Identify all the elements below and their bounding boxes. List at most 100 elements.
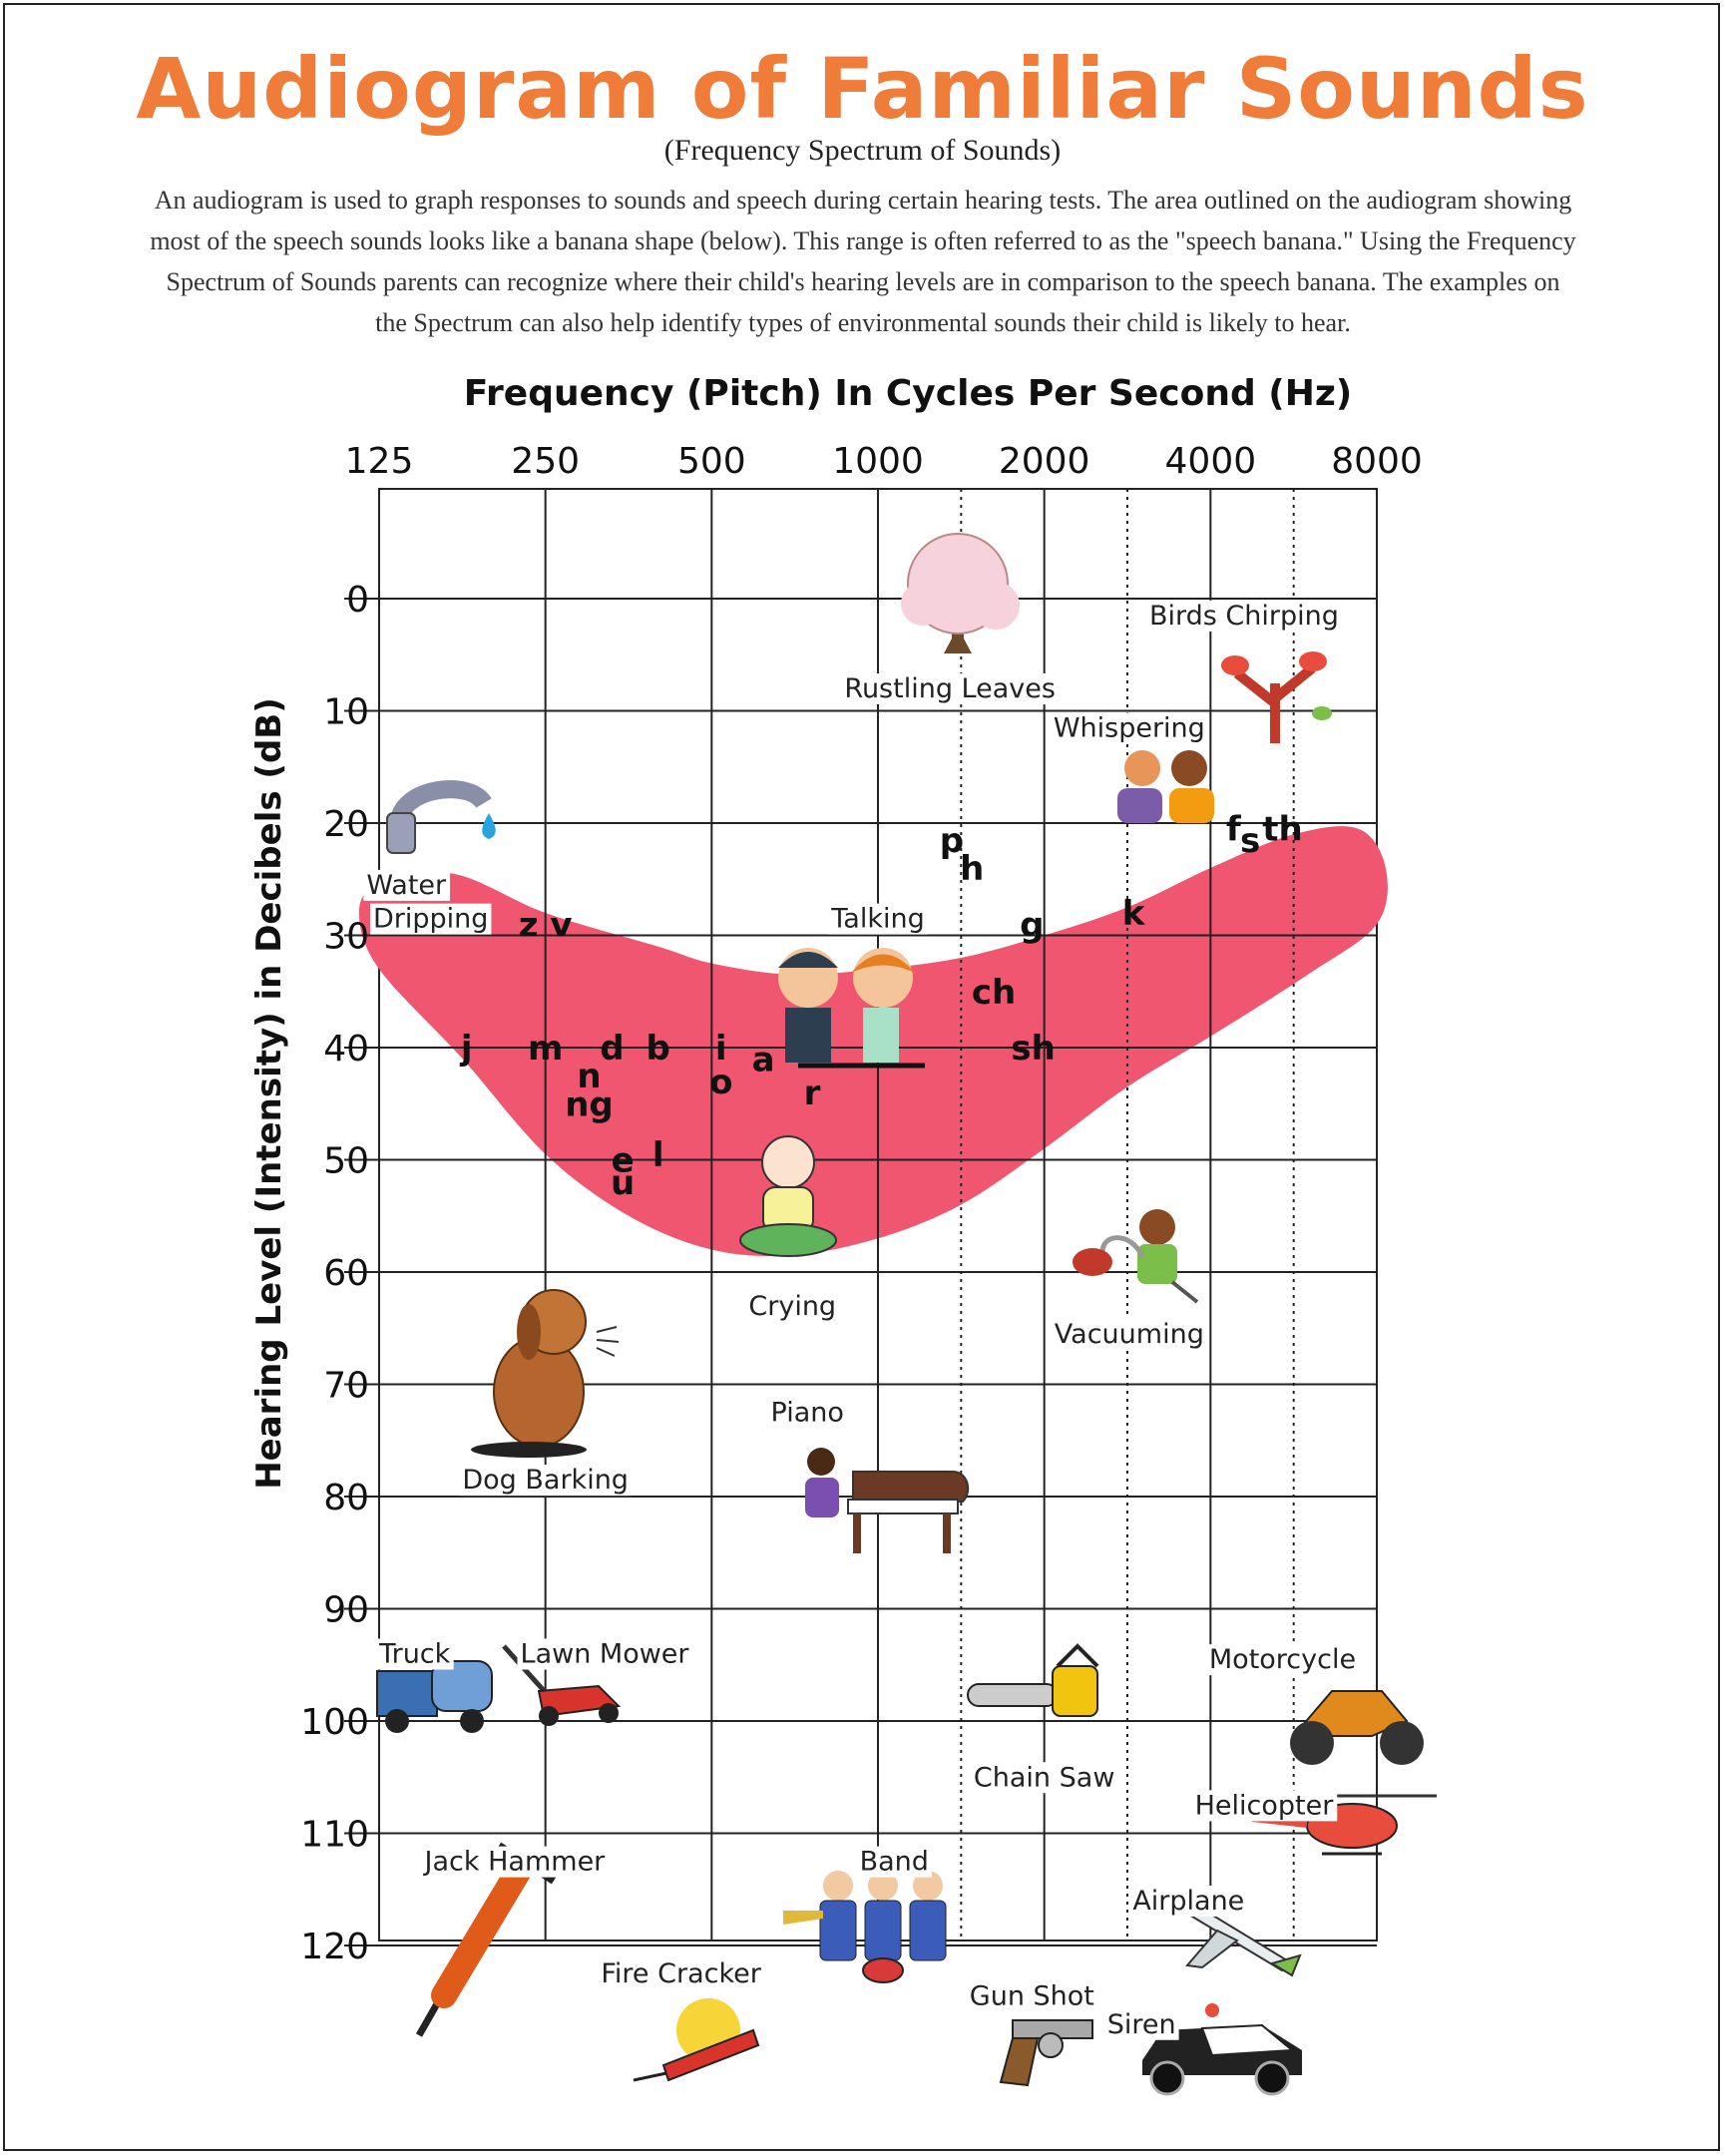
motorcycle-wheel [1290,1721,1334,1765]
y-tick-label: 120 [300,1927,369,1967]
label-background [1191,1790,1338,1822]
siren-label: Siren [1107,2009,1176,2040]
birds-icon [1221,651,1332,743]
head [761,1135,815,1189]
x-axis-title: Frequency (Pitch) In Cycles Per Second (… [463,373,1353,414]
fire-cracker-label: Fire Cracker [601,1958,761,1989]
jackhammer-bit [415,1998,443,2037]
label-background [1205,1644,1360,1676]
body [1117,788,1162,823]
body [785,1008,831,1063]
helicopter-label: Helicopter [1195,1790,1335,1821]
truck-wheel [460,1709,484,1733]
dog-barking-label: Dog Barking [462,1465,629,1496]
firecracker-stick [661,2028,760,2082]
y-tick-label: 0 [346,580,369,621]
motorcycle-label: Motorcycle [1209,1644,1356,1675]
y-tick-label: 80 [323,1478,369,1518]
dog-shadow [471,1442,587,1458]
whispering-label: Whispering [1054,712,1205,743]
head [1171,750,1207,786]
leaf [1312,706,1332,720]
label-background [1050,712,1208,744]
label-background [1129,1886,1248,1917]
talking-people-icon [778,948,925,1069]
label-background [598,1958,765,1990]
branch [1233,664,1316,743]
jackhammer-body [431,1858,532,2008]
label-background [1103,2008,1179,2040]
mower-handle [502,1644,551,1698]
motorcycle-icon [1290,1690,1424,1765]
y-tick-label: 30 [323,917,369,958]
label-background [370,903,492,935]
lawn-mower-label: Lawn Mower [521,1639,690,1670]
firecracker-icon [633,1998,760,2082]
faucet-handle [386,812,416,854]
vacuum-body [1073,1248,1112,1276]
speech-sound-label: z v [519,905,573,945]
page-frame [3,3,1720,2151]
water-drop [482,813,496,839]
vacuuming-label: Vacuuming [1055,1319,1204,1350]
x-tick-label: 250 [511,441,580,482]
x-tick-label: 8000 [1331,441,1423,482]
band-member-head [913,1871,943,1901]
page-title: Audiogram of Familiar Sounds [136,40,1589,138]
speech-sound-label: a [752,1040,775,1079]
car-wheel [1254,2060,1290,2096]
gun-grip [999,2037,1040,2087]
speech-sound-label: ng [565,1084,614,1124]
icon-layer [376,533,1437,2096]
label-background [1145,600,1342,632]
vacuum-icon [1073,1209,1199,1304]
truck-tank [431,1660,493,1712]
speech-sound-label: th [1262,810,1302,850]
speech-sound-label: sh [1011,1029,1055,1069]
y-tick-label: 100 [300,1702,369,1743]
tree-icon [901,533,1020,653]
hair [778,952,838,968]
band-member-head [868,1871,898,1901]
x-tick-label: 125 [345,441,414,482]
car-wheel [1149,2060,1185,2096]
fuse [633,2071,667,2082]
bird [1299,651,1327,671]
speech-sound-label: u [611,1163,635,1203]
speech-sound-label: r [804,1074,821,1113]
speech-sound-label: k [1122,894,1146,934]
rustling-leaves-label: Rustling Leaves [844,673,1056,704]
x-tick-label: 500 [677,441,746,482]
bird [1221,655,1249,675]
speech-sound-label: i [715,1029,727,1069]
label-background [966,1980,1097,2012]
label-background [841,673,1059,704]
lawn-mower-icon [502,1644,622,1726]
label-background [363,869,451,901]
speech-sound-label: j [459,1029,473,1069]
talking-label: Talking [830,904,924,935]
whispering-people-icon [1117,750,1214,823]
water-dripping-2-label: Dripping [373,904,488,935]
label-background [856,1846,932,1878]
water-dripping-1-label: Water [366,870,447,901]
speech-sound-label: s [1240,821,1260,861]
band-member-body [864,1900,902,1961]
dog-icon [471,1289,620,1458]
band-member-body [909,1900,947,1961]
truck-cab [376,1670,438,1717]
label-background [1051,1318,1207,1350]
airplane-label: Airplane [1132,1886,1244,1917]
label-background [375,1638,454,1670]
y-tick-label: 20 [323,804,369,845]
saw-body [1052,1665,1098,1717]
piano-leg [853,1513,861,1553]
speech-sound-label: d [600,1029,624,1069]
speech-sound-label: p [940,821,964,861]
speech-sound-label: g [1020,905,1044,945]
mower-body [537,1684,622,1718]
bark-lines [596,1326,620,1357]
vacuum-stick [1170,1280,1199,1304]
head [1139,1209,1175,1245]
